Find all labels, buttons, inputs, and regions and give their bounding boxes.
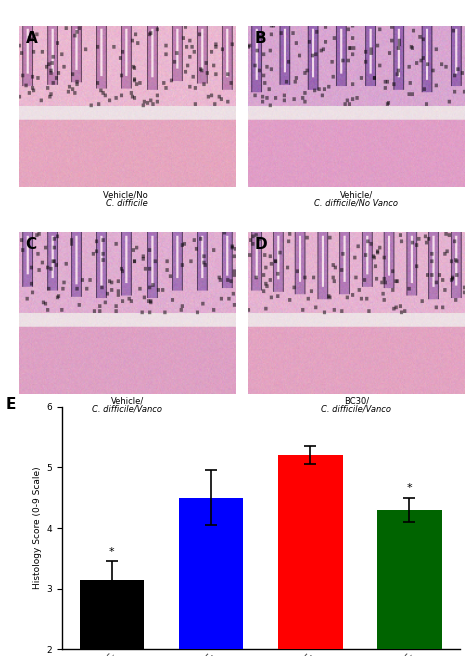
Text: *: * [407, 483, 412, 493]
Text: A: A [26, 31, 37, 46]
Text: Vehicle/: Vehicle/ [110, 397, 144, 406]
Text: C. difficile: C. difficile [106, 199, 148, 207]
Text: BC30/: BC30/ [344, 397, 369, 406]
Y-axis label: Histology Score (0-9 Scale): Histology Score (0-9 Scale) [33, 467, 42, 589]
Text: B: B [255, 31, 266, 46]
Text: Vehicle/: Vehicle/ [340, 191, 373, 199]
Text: C. difficile/Vanco: C. difficile/Vanco [321, 405, 392, 414]
Text: C: C [26, 237, 36, 253]
Text: *: * [109, 547, 115, 557]
Text: D: D [255, 237, 267, 253]
Bar [377, 510, 442, 656]
Text: E: E [6, 397, 16, 412]
Bar [278, 455, 343, 656]
Text: C. difficile/No Vanco: C. difficile/No Vanco [314, 199, 398, 207]
Text: Vehicle/No: Vehicle/No [103, 191, 151, 199]
Text: C. difficile/Vanco: C. difficile/Vanco [92, 405, 162, 414]
Bar [80, 580, 144, 656]
Bar [179, 498, 243, 656]
